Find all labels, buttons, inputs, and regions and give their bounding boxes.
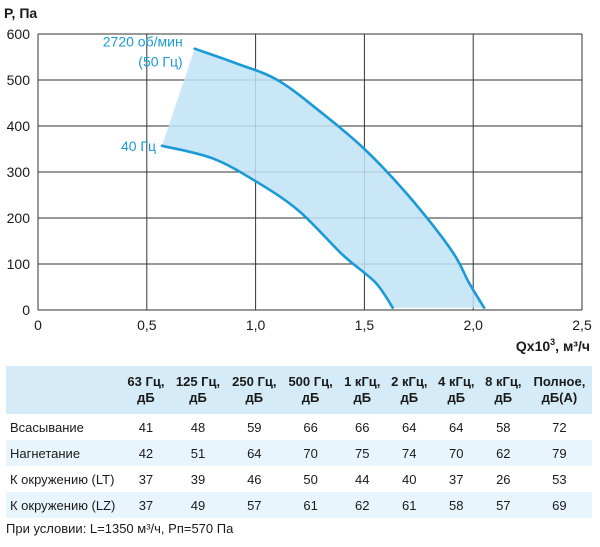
table-cell: 40: [402, 471, 417, 487]
curve-label-40hz: 40 Гц: [121, 138, 156, 154]
y-tick-label: 0: [22, 302, 30, 318]
table-cell: 42: [122, 440, 170, 466]
operating-area-fill: [162, 48, 485, 308]
column-header: 1 кГц, дБ: [338, 366, 386, 414]
column-header: Полное, дБ(А): [526, 366, 592, 414]
x-axis-title: Qx103, м³/ч: [516, 337, 590, 354]
table-cell: 69: [526, 492, 592, 518]
table-cell: 57: [226, 492, 283, 518]
table-row: К окружению (LZ) 37 49 57 61 62 61 58 57 69: [6, 492, 592, 518]
table-cell: 64: [449, 419, 464, 435]
table-cell: 70: [282, 440, 339, 466]
table-cell: 50: [303, 471, 318, 487]
column-header: 8 кГц, дБ: [479, 366, 527, 414]
curve-label-50hz: 2720 об/мин: [103, 34, 183, 50]
column-header: 63 Гц, дБ: [122, 366, 170, 414]
x-tick-label: 1,5: [355, 317, 375, 333]
table-cell: 66: [303, 419, 318, 435]
curves: [160, 47, 486, 309]
y-tick-label: 400: [7, 118, 31, 134]
table-cell: 39: [190, 471, 206, 487]
noise-table: 63 Гц, дБ 125 Гц, дБ 250 Гц, дБ 500 Гц, дБ 1 кГц…: [6, 366, 592, 518]
x-axis-title-main: Qx10: [516, 338, 550, 354]
table-cell: 61: [282, 492, 339, 518]
x-tick-label: 2,0: [463, 317, 483, 333]
table-cell: 58: [432, 492, 480, 518]
fan-curve-chart: 0 0,5 1,0 1,5 2,0 2,5 0 100 200 300 400 500 600 P, П…: [4, 5, 592, 354]
noise-table-body: Всасывание 41 48 59 66 66 64 64 58 72 Нагнетание 42…: [6, 414, 592, 518]
condition-footnote: При условии: L=1350 м³/ч, Pп=570 Па: [6, 521, 234, 536]
table-cell: 70: [432, 440, 480, 466]
table-cell: 49: [169, 492, 227, 518]
table-cell: 75: [338, 440, 386, 466]
table-cell: 62: [338, 492, 386, 518]
column-header: 500 Гц, дБ: [282, 366, 339, 414]
table-cell: 74: [385, 440, 433, 466]
table-cell: 26: [496, 471, 511, 487]
header-empty-cell: [6, 366, 122, 414]
table-cell: 64: [402, 419, 417, 435]
x-tick-label: 2,5: [572, 317, 592, 333]
table-row: Нагнетание 42 51 64 70 75 74 70 62 79: [6, 440, 592, 466]
table-cell: 64: [226, 440, 283, 466]
noise-table-header: 63 Гц, дБ 125 Гц, дБ 250 Гц, дБ 500 Гц, дБ 1 кГц…: [6, 366, 592, 414]
table-row: К окружению (LT) 37 39 46 50 44 40 37 26 53: [6, 466, 592, 492]
curve-40hz: [160, 144, 394, 309]
x-axis-title-tail: , м³/ч: [555, 338, 590, 354]
table-cell: 59: [247, 419, 262, 435]
table-cell: 53: [552, 471, 567, 487]
table-cell: 62: [479, 440, 527, 466]
x-tick-label: 0,5: [137, 317, 157, 333]
curve-50hz: [193, 47, 486, 309]
y-tick-label: 500: [7, 72, 31, 88]
table-cell: 37: [122, 492, 170, 518]
column-header: 250 Гц, дБ: [226, 366, 283, 414]
column-header: 2 кГц, дБ: [385, 366, 433, 414]
table-cell: 46: [247, 471, 262, 487]
y-axis-title: P, Па: [4, 5, 37, 21]
y-tick-label: 200: [7, 210, 31, 226]
table-cell: 58: [496, 419, 511, 435]
curve-labels: 2720 об/мин (50 Гц) 40 Гц: [103, 34, 183, 154]
table-row: Всасывание 41 48 59 66 66 64 64 58 72: [6, 414, 592, 440]
row-label: Нагнетание: [6, 440, 122, 466]
y-tick-label: 300: [7, 164, 31, 180]
y-tick-label: 100: [7, 256, 31, 272]
column-header: 125 Гц, дБ: [169, 366, 227, 414]
row-label: К окружению (LZ): [6, 492, 122, 518]
x-axis-title-sup: 3: [550, 337, 555, 347]
x-tick-label: 0: [34, 317, 42, 333]
curve-label-50hz: (50 Гц): [138, 54, 182, 70]
column-header: 4 кГц, дБ: [432, 366, 480, 414]
table-cell: 72: [552, 419, 567, 435]
table-cell: 37: [138, 471, 154, 487]
table-cell: 37: [449, 471, 464, 487]
table-cell: 48: [190, 419, 206, 435]
table-cell: 51: [169, 440, 227, 466]
axis-ticks: 0 0,5 1,0 1,5 2,0 2,5 0 100 200 300 400 500 600: [7, 26, 592, 333]
table-cell: 66: [355, 419, 370, 435]
table-cell: 79: [526, 440, 592, 466]
table-cell: 61: [385, 492, 433, 518]
x-tick-label: 1,0: [246, 317, 266, 333]
y-tick-label: 600: [7, 26, 31, 42]
row-label: К окружению (LT): [10, 471, 115, 487]
row-label: Всасывание: [10, 419, 84, 435]
table-cell: 44: [355, 471, 370, 487]
table-cell: 57: [479, 492, 527, 518]
table-cell: 41: [138, 419, 154, 435]
